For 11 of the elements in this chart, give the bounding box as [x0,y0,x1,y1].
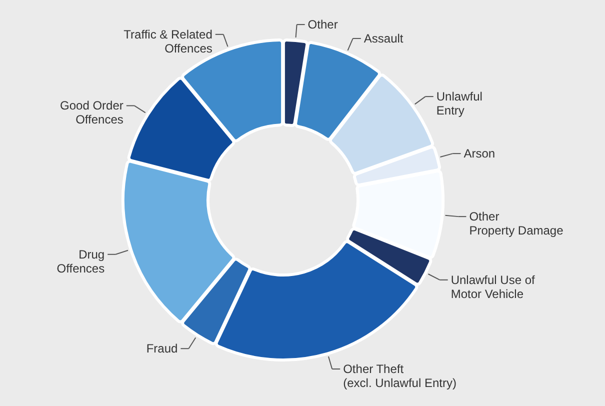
slice-label: Traffic & Related Offences [124,27,212,56]
slice-label: Good Order Offences [60,98,124,127]
slice-label: Unlawful Use of Motor Vehicle [450,272,536,301]
slice-label: Arson [464,146,496,161]
slice-label: Other Property Damage [469,210,564,238]
slice-label: Drug Offences [56,247,105,276]
slice-label: Other [308,18,338,32]
slice-label: Assault [364,31,404,46]
slice-label: Unlawful Entry [436,90,482,118]
slice-label: Other Theft (excl. Unlawful Entry) [343,362,456,390]
slice-label: Fraud [146,342,178,356]
